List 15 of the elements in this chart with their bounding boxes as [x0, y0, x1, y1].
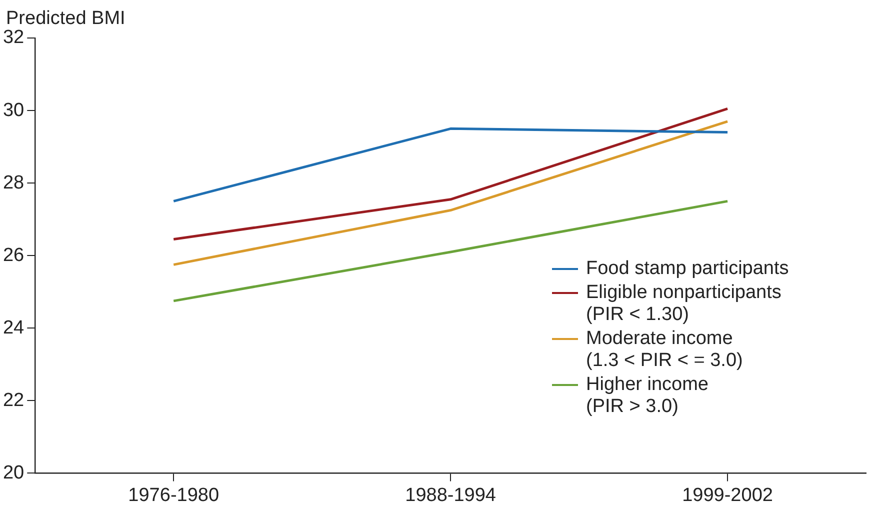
legend-label: Moderate income (1.3 < PIR < = 3.0) [586, 328, 743, 372]
legend-label: Eligible nonparticipants (PIR < 1.30) [586, 282, 782, 326]
x-tick-label: 1976-1980 [128, 484, 220, 506]
y-tick-label: 30 [2, 100, 24, 121]
y-tick-label: 32 [2, 27, 24, 48]
y-axis-title: Predicted BMI [6, 8, 126, 30]
legend-label: Higher income (PIR > 3.0) [586, 374, 708, 418]
y-tick-label: 20 [2, 462, 24, 484]
y-tick-label: 26 [2, 244, 24, 266]
y-tick-label: 28 [2, 172, 24, 194]
x-tick-label: 1988-1994 [405, 484, 496, 506]
legend-label: Food stamp participants [586, 258, 789, 280]
y-tick-label: 22 [2, 390, 24, 411]
y-tick-label: 24 [2, 317, 25, 338]
x-tick-label: 1999-2002 [682, 484, 773, 506]
